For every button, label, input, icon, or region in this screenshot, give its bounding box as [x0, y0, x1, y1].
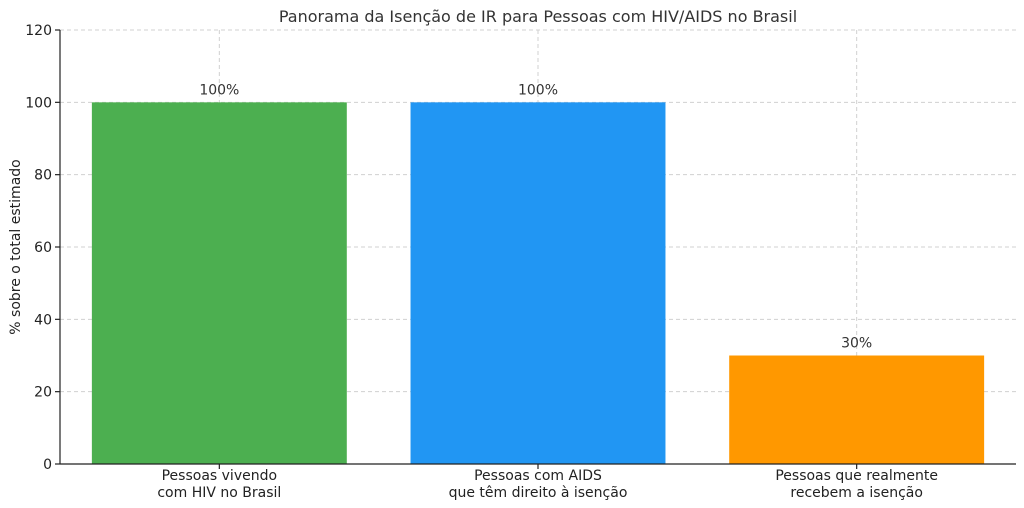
bars — [91, 102, 985, 464]
chart-title: Panorama da Isenção de IR para Pessoas c… — [279, 7, 797, 26]
x-tick-label: Pessoas com AIDS que têm direito à isençã… — [449, 468, 628, 501]
y-tick-label: 20 — [34, 385, 52, 401]
y-tick-label: 0 — [43, 457, 52, 473]
axes — [55, 29, 1016, 469]
bar — [729, 355, 985, 464]
y-tick-label: 40 — [34, 312, 52, 328]
y-tick-label: 100 — [25, 95, 52, 111]
data-label: 30% — [841, 336, 872, 352]
y-tick-label: 80 — [34, 168, 52, 184]
bar — [410, 102, 666, 464]
data-label: 100% — [199, 82, 239, 98]
bar — [91, 102, 347, 464]
x-tick-label: Pessoas vivendo com HIV no Brasil — [157, 468, 281, 501]
labels: 0 20 40 60 80 100 120 100% Pessoas vivendo com HI… — [25, 23, 938, 501]
data-label: 100% — [518, 82, 558, 98]
x-tick-label: Pessoas que realmente recebem a isenção — [775, 468, 938, 501]
y-tick-label: 60 — [34, 240, 52, 256]
y-axis-label: % sobre o total estimado — [8, 159, 24, 334]
y-tick-label: 120 — [25, 23, 52, 39]
